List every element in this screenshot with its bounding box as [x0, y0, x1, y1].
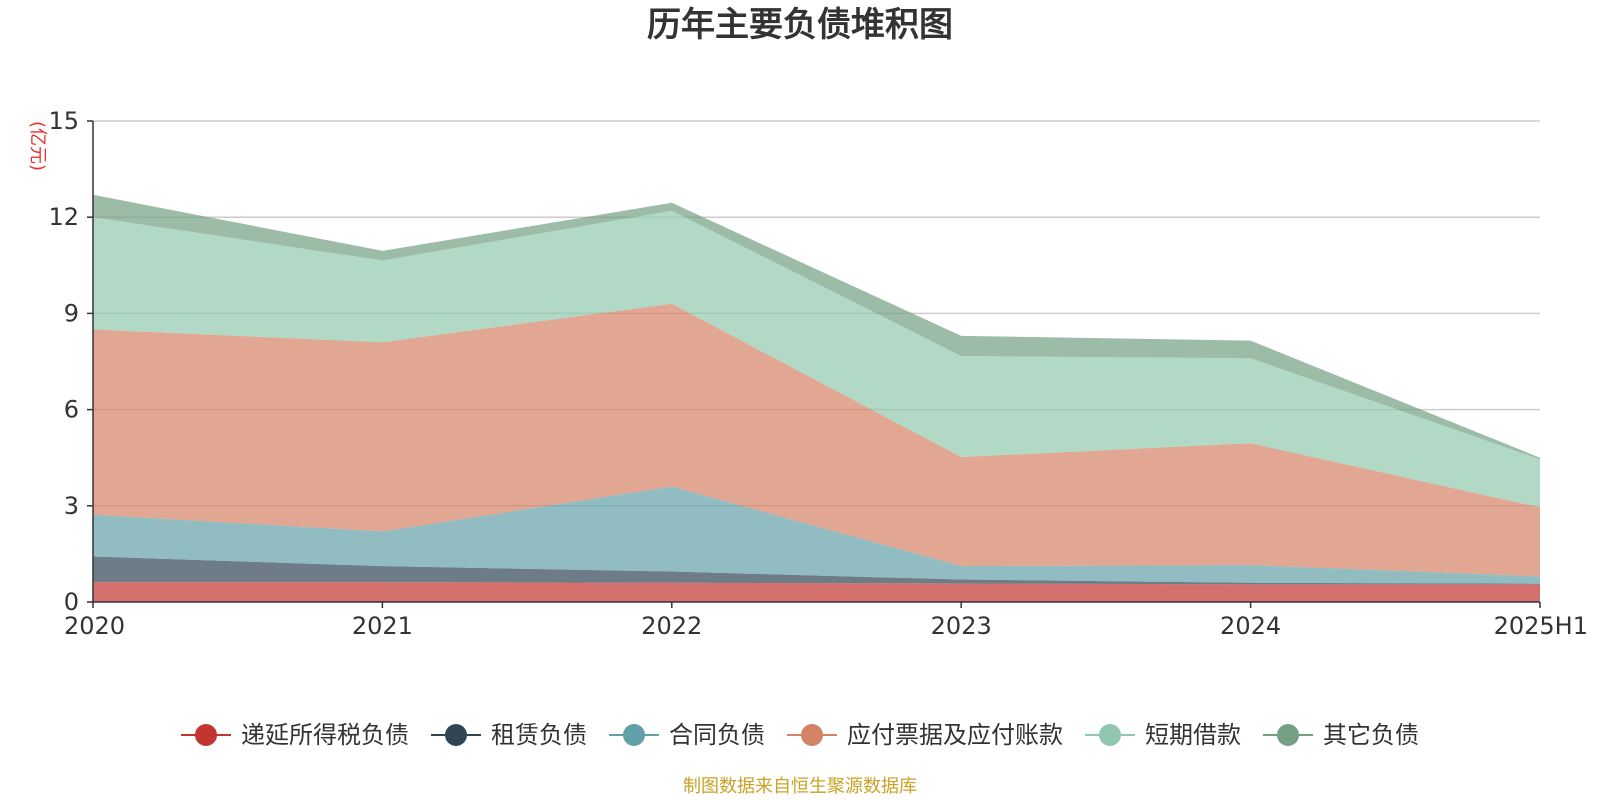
area-series — [93, 194, 1540, 602]
axes: 0 3 6 9 12 15 2020 2021 2022 2023 2024 2025H1 — [48, 107, 1588, 640]
x-tick-label-2: 2022 — [641, 612, 702, 640]
x-tick-label-0: 2020 — [64, 612, 125, 640]
x-tick-label-4: 2024 — [1220, 612, 1281, 640]
legend-label-0: 递延所得税负债 — [241, 721, 409, 749]
y-tick-label-4: 12 — [48, 203, 79, 231]
y-tick-label-0: 0 — [64, 588, 79, 616]
legend-marker-2 — [623, 724, 645, 746]
legend-item-5[interactable]: 其它负债 — [1263, 721, 1419, 749]
legend-label-3: 应付票据及应付账款 — [847, 721, 1063, 749]
x-tick-label-3: 2023 — [931, 612, 992, 640]
legend-marker-0 — [195, 724, 217, 746]
y-tick-label-1: 3 — [64, 492, 79, 520]
source-note: 制图数据来自恒生聚源数据库 — [683, 776, 917, 797]
y-tick-label-5: 15 — [48, 107, 79, 135]
area-series-1[interactable] — [93, 556, 1540, 585]
x-tick-label-1: 2021 — [352, 612, 413, 640]
y-tick-label-3: 9 — [64, 299, 79, 327]
area-series-0[interactable] — [93, 582, 1540, 602]
y-axis-unit: (亿元) — [27, 121, 48, 171]
legend-item-0[interactable]: 递延所得税负债 — [181, 721, 409, 749]
x-tick-label-5: 2025H1 — [1494, 612, 1588, 640]
legend-item-3[interactable]: 应付票据及应付账款 — [787, 721, 1063, 749]
legend-marker-5 — [1277, 724, 1299, 746]
legend-label-1: 租赁负债 — [491, 721, 587, 749]
y-tick-label-2: 6 — [64, 396, 79, 424]
legend-label-4: 短期借款 — [1145, 721, 1241, 749]
legend-item-1[interactable]: 租赁负债 — [431, 721, 587, 749]
legend-marker-4 — [1099, 724, 1121, 746]
chart-title: 历年主要负债堆积图 — [647, 5, 953, 45]
legend-item-4[interactable]: 短期借款 — [1085, 721, 1241, 749]
legend-label-2: 合同负债 — [669, 721, 765, 749]
legend-label-5: 其它负债 — [1323, 721, 1419, 749]
legend-marker-1 — [445, 724, 467, 746]
legend-item-2[interactable]: 合同负债 — [609, 721, 765, 749]
area-series-2[interactable] — [93, 486, 1540, 584]
legend-marker-3 — [801, 724, 823, 746]
area-series-4[interactable] — [93, 210, 1540, 508]
legend[interactable]: 递延所得税负债 租赁负债 合同负债 应付票据及应付账款 短期借款 其它负债 — [181, 721, 1419, 749]
area-series-3[interactable] — [93, 303, 1540, 577]
